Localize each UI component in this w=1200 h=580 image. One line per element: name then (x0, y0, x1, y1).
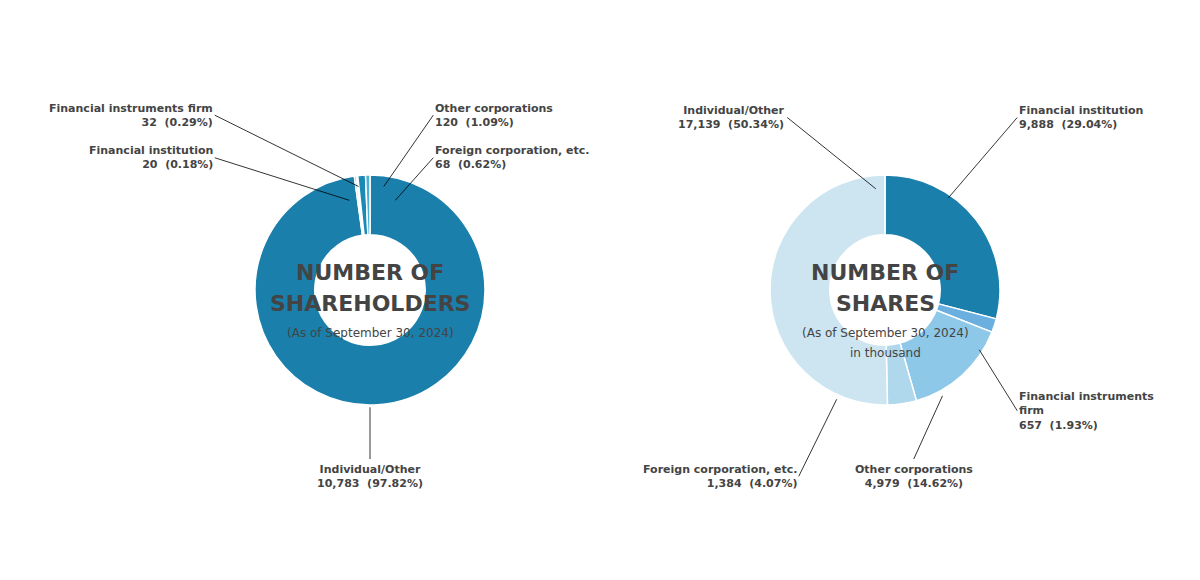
svg-text:SHAREHOLDERS: SHAREHOLDERS (270, 291, 470, 316)
svg-text:Financial institution20 (0.18: Financial institution20 (0.18%) (89, 144, 213, 171)
svg-text:Financial institution9,888 (2: Financial institution9,888 (29.04%) (1019, 104, 1143, 131)
svg-text:NUMBER OF: NUMBER OF (811, 260, 959, 285)
svg-text:SHARES: SHARES (836, 291, 935, 316)
svg-text:(As of September 30, 2024): (As of September 30, 2024) (802, 326, 969, 340)
svg-text:Financial instruments firm32: Financial instruments firm32 (0.29%) (49, 102, 213, 129)
svg-text:Foreign corporation, etc.1,384: Foreign corporation, etc.1,384 (4.07%) (643, 463, 797, 490)
svg-text:in thousand: in thousand (850, 346, 921, 360)
svg-text:Other corporations120 (1.09%): Other corporations120 (1.09%) (435, 102, 553, 129)
svg-text:Foreign corporation, etc.68 (: Foreign corporation, etc.68 (0.62%) (435, 144, 589, 171)
svg-text:Individual/Other10,783 (97.82: Individual/Other10,783 (97.82%) (317, 463, 423, 490)
svg-text:Financial instrumentsfirm657: Financial instrumentsfirm657 (1.93%) (1019, 390, 1154, 432)
svg-text:(As of September 30, 2024): (As of September 30, 2024) (287, 326, 454, 340)
svg-text:Other corporations4,979 (14.6: Other corporations4,979 (14.62%) (855, 463, 973, 490)
svg-text:Individual/Other17,139 (50.34: Individual/Other17,139 (50.34%) (678, 104, 785, 131)
svg-text:NUMBER OF: NUMBER OF (296, 260, 444, 285)
